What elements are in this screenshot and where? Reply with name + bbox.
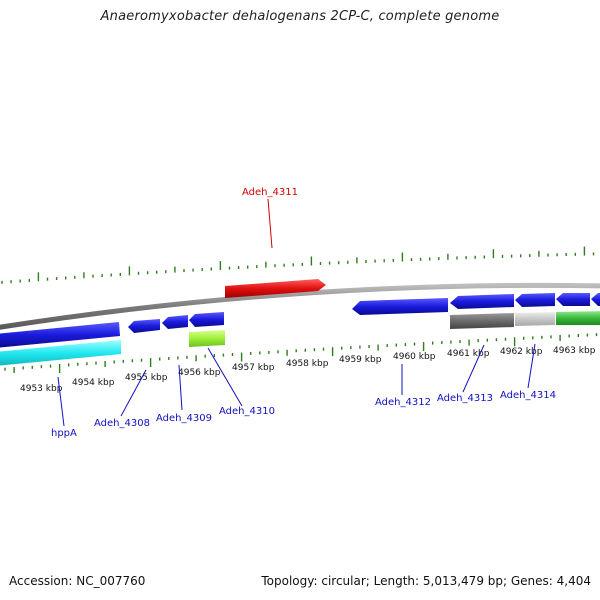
feature-next-cds[interactable]	[556, 311, 600, 325]
scale-label: 4957 kbp	[232, 363, 275, 373]
reverse-scale-ticks	[4, 333, 598, 374]
genome-backbone	[0, 282, 600, 330]
gene-label[interactable]: Adeh_4313	[437, 393, 493, 404]
scale-label: 4962 kbp	[500, 347, 543, 357]
callout-line	[120, 369, 147, 417]
scale-labels: 4953 kbp 4954 kbp 4955 kbp 4956 kbp 4957 kbp…	[20, 346, 596, 394]
gene-adeh-4314[interactable]	[515, 293, 555, 307]
gene-next-2[interactable]	[591, 293, 600, 306]
scale-label: 4960 kbp	[393, 352, 436, 362]
map-title: Anaeromyxobacter dehalogenans 2CP-C, com…	[100, 9, 500, 24]
feature-adeh-4314-cds[interactable]	[515, 312, 555, 326]
gene-hppa[interactable]	[0, 322, 120, 348]
callout-line	[178, 364, 183, 411]
gene-adeh-4312[interactable]	[352, 298, 448, 315]
accession-text: Accession: NC_007760	[9, 574, 146, 588]
feature-hppa-cds[interactable]	[0, 340, 121, 366]
gene-adeh-4309[interactable]	[162, 315, 188, 329]
gene-label[interactable]: Adeh_4312	[375, 397, 431, 408]
scale-label: 4953 kbp	[20, 384, 63, 394]
feature-adeh-4313-cds[interactable]	[450, 313, 514, 329]
gene-label[interactable]: hppA	[51, 428, 77, 439]
callout-line	[267, 198, 273, 249]
callout-line	[527, 343, 536, 389]
gene-label[interactable]: Adeh_4310	[219, 406, 275, 417]
gene-label[interactable]: Adeh_4308	[94, 418, 150, 429]
scale-label: 4958 kbp	[286, 359, 329, 369]
scale-label: 4956 kbp	[178, 368, 221, 378]
gene-adeh-4311[interactable]	[225, 279, 326, 298]
scale-label: 4961 kbp	[447, 349, 490, 359]
scale-label: 4963 kbp	[553, 346, 596, 356]
callout-line	[57, 376, 65, 427]
gene-adeh-4308[interactable]	[128, 319, 160, 333]
scale-label: 4959 kbp	[339, 355, 382, 365]
callout-line	[207, 347, 243, 407]
feature-adeh-4310-cds[interactable]	[189, 330, 225, 347]
gene-adeh-4310-part[interactable]	[189, 312, 224, 327]
callout-line	[462, 344, 485, 393]
forward-scale-ticks	[1, 246, 595, 284]
gene-label[interactable]: Adeh_4309	[156, 413, 212, 424]
gene-label[interactable]: Adeh_4314	[500, 390, 556, 401]
gene-label[interactable]: Adeh_4311	[242, 187, 298, 198]
scale-label: 4955 kbp	[125, 373, 168, 383]
gene-adeh-4313[interactable]	[450, 294, 514, 309]
scale-label: 4954 kbp	[72, 378, 115, 388]
gene-callouts: Adeh_4311 hppA Adeh_4308 Adeh_4309 Adeh_4310…	[51, 187, 556, 439]
gene-next-1[interactable]	[556, 293, 590, 306]
topology-summary: Topology: circular; Length: 5,013,479 bp…	[261, 574, 591, 588]
